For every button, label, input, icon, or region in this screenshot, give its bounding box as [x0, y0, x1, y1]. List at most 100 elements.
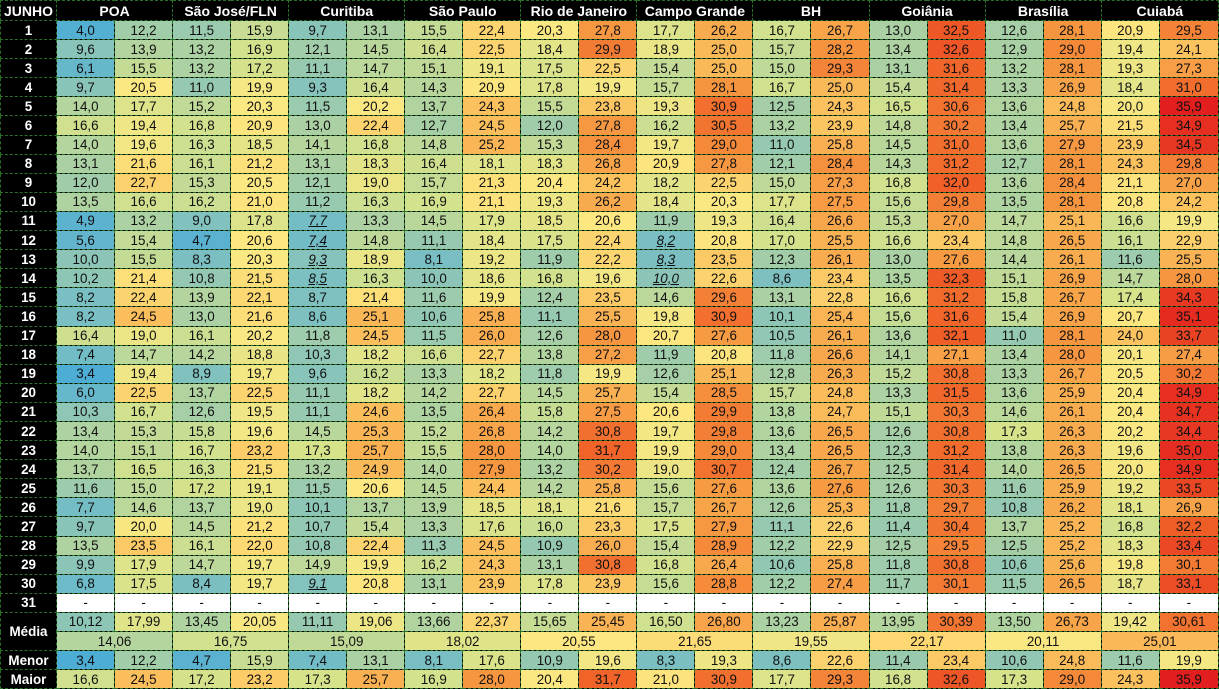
day-label: 11 [0, 210, 58, 232]
value-cell: 18,4 [462, 230, 522, 251]
value-cell: 14,2 [520, 420, 580, 442]
value-cell: 25,8 [810, 554, 870, 575]
value-cell: 27,6 [926, 249, 986, 270]
value-cell: 18,5 [520, 210, 580, 232]
value-cell: 34,5 [1158, 134, 1219, 155]
value-cell: 17,5 [520, 58, 580, 79]
value-cell: - [288, 592, 348, 613]
value-cell: 16,9 [230, 39, 290, 60]
value-cell: 27,5 [578, 401, 638, 422]
maior-label: Maior [0, 669, 58, 689]
value-cell: 11,0 [984, 325, 1044, 346]
value-cell: 14,0 [520, 440, 580, 461]
value-cell: 13,4 [984, 344, 1044, 365]
value-cell: 13,0 [868, 249, 928, 270]
value-cell: 13,3 [984, 77, 1044, 98]
header-city: BH [752, 0, 870, 21]
maior-cell: 29,0 [1042, 669, 1102, 689]
day-label: 10 [0, 191, 58, 212]
value-cell: 19,7 [636, 420, 696, 442]
value-cell: 17,6 [462, 516, 522, 537]
value-cell: 26,2 [694, 19, 754, 41]
value-cell: 15,2 [404, 420, 464, 442]
value-cell: 34,4 [1158, 420, 1219, 442]
value-cell: 15,4 [868, 77, 928, 98]
value-cell: 22,5 [578, 58, 638, 79]
media-cell: 17,99 [114, 611, 174, 633]
maior-cell: 30,9 [694, 669, 754, 689]
value-cell: 14,8 [404, 134, 464, 155]
value-cell: 25,8 [578, 478, 638, 499]
value-cell: 20,2 [1100, 420, 1160, 442]
value-cell: 16,5 [114, 459, 174, 480]
value-cell: 9,7 [56, 516, 116, 537]
value-cell: 18,2 [346, 344, 406, 365]
value-cell: 23,9 [462, 573, 522, 594]
value-cell: 18,5 [230, 134, 290, 155]
value-cell: 13,3 [404, 516, 464, 537]
maior-cell: 31,7 [578, 669, 638, 689]
value-cell: - [868, 592, 928, 613]
value-cell: 18,3 [346, 153, 406, 174]
value-cell: - [172, 592, 232, 613]
media-cell: 20,05 [230, 611, 290, 633]
value-cell: 30,9 [694, 306, 754, 327]
value-cell: 25,5 [810, 230, 870, 251]
day-label: 12 [0, 230, 58, 251]
media-cell: 10,12 [56, 611, 116, 633]
day-label: 26 [0, 497, 58, 518]
value-cell: 27,5 [810, 191, 870, 212]
value-cell: 4,9 [56, 210, 116, 232]
value-cell: 22,7 [114, 172, 174, 193]
value-cell: 27,8 [578, 19, 638, 41]
value-cell: 16,8 [346, 134, 406, 155]
value-cell: 34,9 [1158, 115, 1219, 136]
value-cell: 28,1 [1042, 191, 1102, 212]
media-cell: 26,80 [694, 611, 754, 633]
value-cell: 30,2 [926, 115, 986, 136]
value-cell: 22,7 [462, 382, 522, 403]
value-cell: 9,1 [288, 573, 348, 594]
value-cell: 12,1 [288, 39, 348, 60]
value-cell: 20,9 [462, 77, 522, 98]
value-cell: 18,4 [1100, 77, 1160, 98]
value-cell: 22,4 [578, 230, 638, 251]
table-row: 19 3,4 19,4 8,9 19,7 9,6 16,2 13,3 18,2 11,8 19,9 1… [0, 363, 1219, 384]
value-cell: 11,9 [636, 344, 696, 365]
value-cell: 23,5 [694, 249, 754, 270]
value-cell: 27,6 [694, 478, 754, 499]
value-cell: 28,9 [694, 535, 754, 556]
value-cell: 8,6 [288, 306, 348, 327]
table-row: 13 10,0 15,5 8,3 20,3 9,3 18,9 8,1 19,2 11,9 22,2 8… [0, 249, 1219, 270]
value-cell: 12,6 [868, 420, 928, 442]
value-cell: 9,7 [56, 77, 116, 98]
value-cell: 25,1 [694, 363, 754, 384]
value-cell: 16,8 [636, 554, 696, 575]
value-cell: 25,7 [578, 382, 638, 403]
value-cell: 25,5 [1158, 249, 1219, 270]
value-cell: 10,1 [288, 497, 348, 518]
value-cell: 13,2 [172, 39, 232, 60]
day-label: 27 [0, 516, 58, 537]
value-cell: 4,7 [172, 230, 232, 251]
value-cell: 15,3 [114, 420, 174, 442]
value-cell: 19,0 [230, 497, 290, 518]
media-avg-cell: 16,75 [172, 630, 290, 652]
menor-cell: 23,4 [926, 650, 986, 671]
day-label: 20 [0, 382, 58, 403]
table-row: 26 7,7 14,6 13,7 19,0 10,1 13,7 13,9 18,5 18,1 21,… [0, 497, 1219, 518]
day-label: 18 [0, 344, 58, 365]
value-cell: 13,1 [868, 58, 928, 79]
value-cell: 16,2 [404, 554, 464, 575]
value-cell: 9,7 [288, 19, 348, 41]
value-cell: 14,8 [868, 115, 928, 136]
value-cell: 22,0 [230, 535, 290, 556]
value-cell: 21,2 [230, 153, 290, 174]
media-cell: 13,66 [404, 611, 464, 633]
value-cell: 14,5 [404, 210, 464, 232]
value-cell: 16,9 [404, 191, 464, 212]
maior-cell: 28,0 [462, 669, 522, 689]
value-cell: 14,7 [172, 554, 232, 575]
value-cell: 29,8 [1158, 153, 1219, 174]
day-label: 2 [0, 39, 58, 60]
